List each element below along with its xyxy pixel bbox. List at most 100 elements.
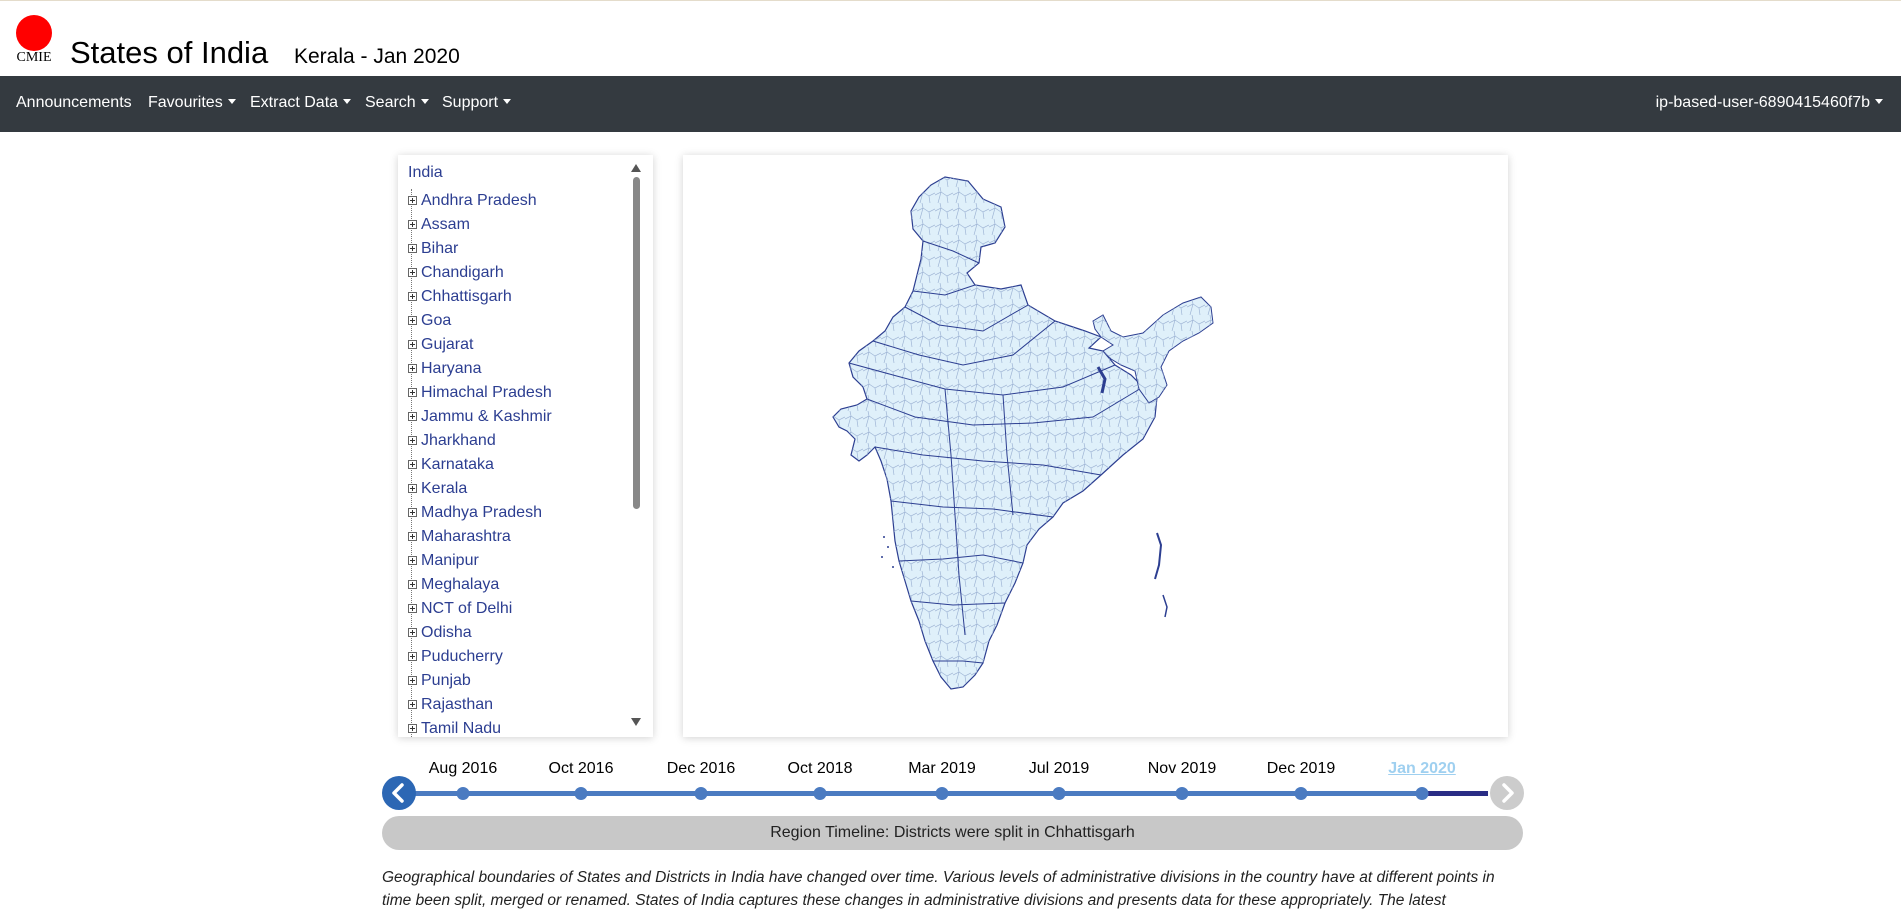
tree-item-label: Tamil Nadu [421, 720, 502, 737]
timeline-point-label[interactable]: Oct 2016 [548, 760, 614, 777]
region-timeline-status: Region Timeline: Districts were split in… [382, 816, 1523, 850]
tree-item[interactable]: Goa [408, 309, 626, 333]
nav-favourites-dropdown[interactable]: Favourites [148, 94, 236, 112]
tree-item[interactable]: Puducherry [408, 645, 626, 669]
tree-item[interactable]: Karnataka [408, 453, 626, 477]
nav-extract-data-dropdown[interactable]: Extract Data [250, 94, 352, 112]
timeline-point-dot[interactable] [694, 787, 708, 800]
timeline-prev-button[interactable] [382, 776, 416, 810]
tree-item[interactable]: Manipur [408, 549, 626, 573]
plus-square-icon[interactable] [408, 196, 417, 205]
timeline-point-dot[interactable] [935, 787, 949, 800]
scroll-down-arrow-icon[interactable] [631, 718, 641, 726]
tree-item-label: Jharkhand [421, 432, 496, 449]
tree-item-label: Andhra Pradesh [421, 192, 537, 209]
tree-item[interactable]: Odisha [408, 621, 626, 645]
timeline-point-label[interactable]: Jul 2019 [1028, 760, 1090, 777]
timeline-point-dot[interactable] [813, 787, 827, 800]
timeline-point-label[interactable]: Aug 2016 [428, 760, 498, 777]
plus-square-icon[interactable] [408, 532, 417, 541]
mainland-india-shape[interactable] [832, 176, 1158, 690]
islands-shape[interactable] [881, 532, 1168, 618]
tree-item[interactable]: Bihar [408, 237, 626, 261]
timeline-point-dot[interactable] [1415, 787, 1429, 800]
tree-item[interactable]: Haryana [408, 357, 626, 381]
timeline-next-button[interactable] [1490, 776, 1524, 810]
plus-square-icon[interactable] [408, 460, 417, 469]
main-navbar: Announcements Favourites Extract Data Se… [0, 76, 1901, 132]
timeline-point-dot[interactable] [1175, 787, 1189, 800]
region-tree-panel[interactable]: India Andhra Pradesh Assam Bihar Chandigarh… [398, 155, 653, 737]
nav-support-label: Support [442, 94, 499, 111]
tree-item[interactable]: Assam [408, 213, 626, 237]
timeline-point-label[interactable]: Jan 2020 [1388, 760, 1456, 777]
nav-search-dropdown[interactable]: Search [365, 94, 429, 112]
region-timeline: Aug 2016 Oct 2016 Dec 2016 Oct 2018 Mar 2019… [380, 752, 1526, 812]
tree-item[interactable]: Chhattisgarh [408, 285, 626, 309]
plus-square-icon[interactable] [408, 364, 417, 373]
nav-announcements[interactable]: Announcements [16, 94, 132, 112]
tree-item[interactable]: Andhra Pradesh [408, 189, 626, 213]
tree-item[interactable]: Kerala [408, 477, 626, 501]
plus-square-icon[interactable] [408, 628, 417, 637]
tree-item[interactable]: Tamil Nadu [408, 717, 626, 737]
plus-square-icon[interactable] [408, 652, 417, 661]
plus-square-icon[interactable] [408, 388, 417, 397]
tree-item[interactable]: Punjab [408, 669, 626, 693]
plus-square-icon[interactable] [408, 484, 417, 493]
plus-square-icon[interactable] [408, 436, 417, 445]
tree-item[interactable]: Madhya Pradesh [408, 501, 626, 525]
plus-square-icon[interactable] [408, 340, 417, 349]
caret-down-icon [227, 99, 236, 104]
plus-square-icon[interactable] [408, 508, 417, 517]
cmie-logo[interactable]: CMIE [14, 15, 54, 69]
northeast-india-shape[interactable] [1092, 296, 1214, 404]
tree-item[interactable]: Maharashtra [408, 525, 626, 549]
tree-item-label: Maharashtra [421, 528, 511, 545]
timeline-point-label[interactable]: Nov 2019 [1147, 760, 1217, 777]
tree-item[interactable]: Gujarat [408, 333, 626, 357]
timeline-point-label[interactable]: Dec 2019 [1266, 760, 1336, 777]
timeline-point-dot[interactable] [1294, 787, 1308, 800]
timeline-point-dot[interactable] [574, 787, 588, 800]
tree-item-label: Manipur [421, 552, 479, 569]
tree-item-label: Meghalaya [421, 576, 500, 593]
plus-square-icon[interactable] [408, 604, 417, 613]
timeline-point-label[interactable]: Oct 2018 [787, 760, 853, 777]
india-district-map[interactable] [683, 155, 1508, 737]
plus-square-icon[interactable] [408, 316, 417, 325]
user-menu-dropdown[interactable]: ip-based-user-6890415460f7b [1656, 94, 1883, 112]
plus-square-icon[interactable] [408, 556, 417, 565]
tree-item-label: Chhattisgarh [421, 288, 512, 305]
india-map-panel[interactable] [683, 155, 1508, 737]
nav-support-dropdown[interactable]: Support [442, 94, 512, 112]
plus-square-icon[interactable] [408, 700, 417, 709]
tree-item[interactable]: Jammu & Kashmir [408, 405, 626, 429]
tree-item[interactable]: Himachal Pradesh [408, 381, 626, 405]
tree-item-label: NCT of Delhi [421, 600, 513, 617]
plus-square-icon[interactable] [408, 268, 417, 277]
plus-square-icon[interactable] [408, 292, 417, 301]
timeline-point-dot[interactable] [1052, 787, 1066, 800]
plus-square-icon[interactable] [408, 244, 417, 253]
plus-square-icon[interactable] [408, 676, 417, 685]
tree-item[interactable]: NCT of Delhi [408, 597, 626, 621]
tree-item-label: Haryana [421, 360, 482, 377]
tree-item[interactable]: Chandigarh [408, 261, 626, 285]
plus-square-icon[interactable] [408, 724, 417, 733]
logo-text: CMIE [16, 50, 52, 65]
plus-square-icon[interactable] [408, 220, 417, 229]
tree-root-india[interactable]: India [408, 164, 443, 181]
timeline-point-label[interactable]: Dec 2016 [666, 760, 736, 777]
tree-item[interactable]: Rajasthan [408, 693, 626, 717]
timeline-point-dot[interactable] [456, 787, 470, 800]
tree-item-label: Jammu & Kashmir [421, 408, 552, 425]
tree-item[interactable]: Jharkhand [408, 429, 626, 453]
timeline-point-label[interactable]: Mar 2019 [908, 760, 976, 777]
scroll-up-arrow-icon[interactable] [631, 164, 641, 172]
plus-square-icon[interactable] [408, 412, 417, 421]
tree-item[interactable]: Meghalaya [408, 573, 626, 597]
description-text: Geographical boundaries of States and Di… [382, 869, 1495, 909]
plus-square-icon[interactable] [408, 580, 417, 589]
tree-scrollbar-thumb[interactable] [633, 177, 640, 509]
